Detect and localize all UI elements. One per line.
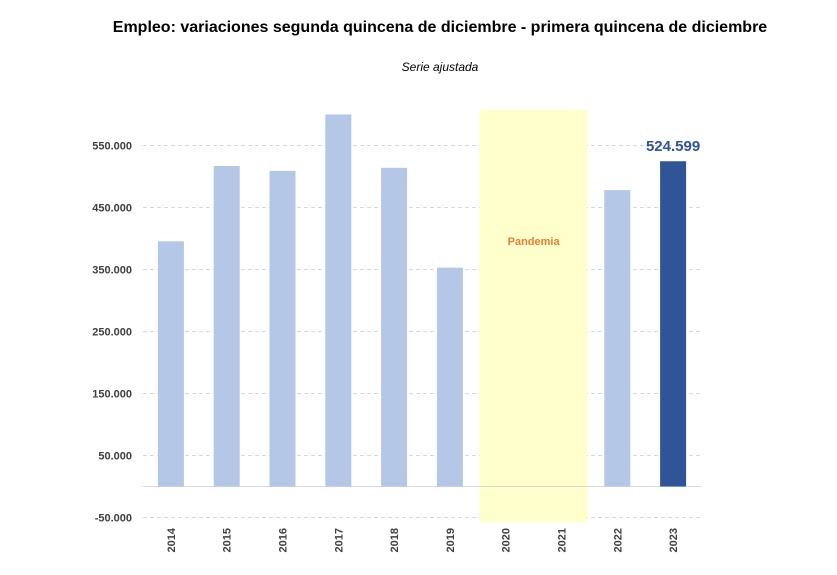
bar-2014 [157,241,184,487]
bar-2023 [660,161,687,487]
y-tick-label: 350.000 [92,265,132,277]
bar-2016 [269,170,296,487]
x-tick-label: 2017 [333,528,345,552]
x-tick-label: 2022 [612,528,624,552]
pandemia-band [479,110,588,522]
y-tick-label: 50.000 [98,451,132,463]
y-tick-label: -50.000 [95,513,132,525]
x-tick-label: 2018 [389,528,401,552]
bar-2017 [325,114,352,487]
x-tick-label: 2014 [166,527,178,552]
x-tick-label: 2020 [501,528,513,552]
data-label: 524.599 [646,138,700,155]
y-tick-label: 450.000 [92,203,132,215]
pandemia-label: Pandemia [508,236,561,248]
x-tick-label: 2015 [222,528,234,552]
bar-2015 [213,165,240,487]
bar-2018 [381,167,408,487]
x-tick-label: 2019 [445,528,457,552]
chart-subtitle: Serie ajustada [402,60,479,74]
bar-2019 [436,267,463,487]
y-tick-label: 550.000 [92,141,132,153]
chart-title: Empleo: variaciones segunda quincena de … [113,19,768,36]
y-tick-label: 250.000 [92,327,132,339]
x-tick-label: 2016 [278,528,290,552]
x-tick-label: 2023 [668,528,680,552]
x-tick-label: 2021 [557,528,569,552]
bar-2022 [604,190,631,487]
y-tick-label: 150.000 [92,389,132,401]
